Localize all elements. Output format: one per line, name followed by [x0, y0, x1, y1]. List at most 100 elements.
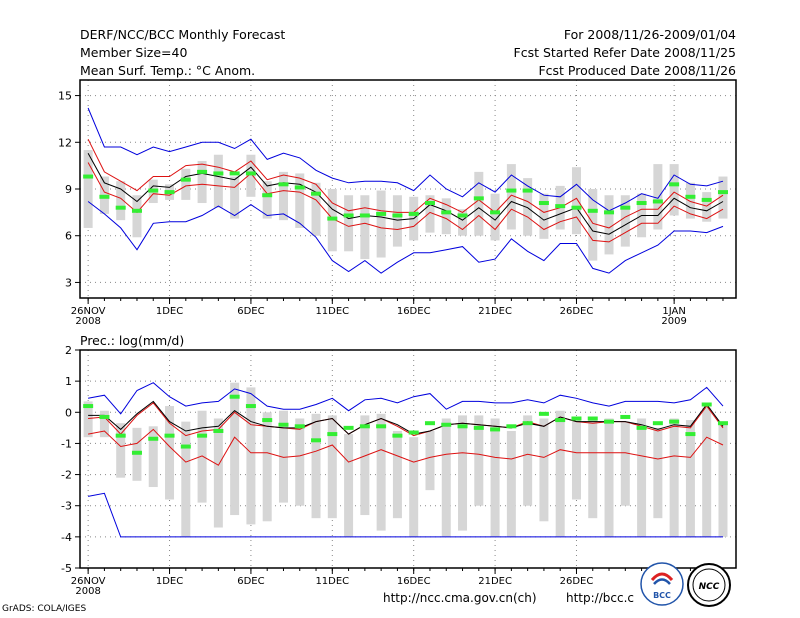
ensemble-mean-line — [87, 152, 724, 235]
median-marker — [392, 433, 403, 438]
ensemble-box — [409, 437, 419, 537]
median-marker — [262, 418, 273, 423]
median-marker — [701, 402, 712, 407]
ensemble-box — [295, 418, 305, 506]
ensemble-box — [506, 164, 516, 230]
ensemble-box — [490, 418, 500, 537]
x-tick-label: 26NOV — [71, 306, 106, 317]
ensemble-box — [718, 424, 728, 537]
ensemble-box — [523, 178, 533, 236]
ensemble-min-line — [88, 492, 723, 538]
bcc-url-link[interactable]: http://bcc.c — [566, 591, 634, 605]
median-marker — [424, 201, 435, 206]
median-marker — [636, 201, 647, 206]
median-marker — [131, 208, 142, 213]
ensemble-box — [669, 418, 679, 537]
forecast-start-date: Fcst Started Refer Date 2008/11/25 — [513, 45, 737, 60]
median-marker — [99, 194, 110, 199]
median-marker — [131, 450, 142, 455]
median-marker — [83, 404, 94, 409]
median-marker — [115, 205, 126, 210]
y-tick-label: 2 — [65, 344, 72, 357]
y-tick-label: -3 — [61, 500, 72, 513]
median-marker — [587, 416, 598, 421]
ensemble-box — [344, 195, 354, 252]
ensemble-box — [604, 195, 614, 255]
median-marker — [311, 438, 322, 443]
median-marker — [148, 188, 159, 193]
y-tick-label: -4 — [61, 531, 72, 544]
x-tick-label: 21DEC — [478, 306, 512, 317]
median-marker — [620, 414, 631, 419]
ncc-logo-text: NCC — [699, 582, 720, 592]
ensemble-box — [588, 189, 598, 261]
ensemble-box — [685, 420, 695, 537]
ensemble-box — [230, 382, 240, 516]
median-marker — [197, 169, 208, 174]
median-marker — [245, 171, 256, 176]
ensemble-box — [327, 415, 337, 519]
x-tick-label: 21DEC — [478, 576, 512, 587]
ensemble-box — [360, 415, 370, 516]
median-marker — [180, 177, 191, 182]
median-marker — [278, 182, 289, 187]
ensemble-box — [99, 410, 109, 438]
ensemble-box — [523, 415, 533, 506]
median-marker — [571, 416, 582, 421]
ensemble-box — [702, 192, 712, 222]
median-marker — [457, 424, 468, 429]
median-marker — [555, 418, 566, 423]
ensemble-box — [506, 430, 516, 537]
median-marker — [262, 193, 273, 198]
median-marker — [604, 210, 615, 215]
median-marker — [490, 210, 501, 215]
ensemble-box — [425, 430, 435, 491]
median-marker — [327, 216, 338, 221]
median-marker — [490, 427, 501, 432]
y-tick-label: 12 — [58, 136, 72, 149]
median-marker — [294, 424, 305, 429]
y-tick-label: -1 — [61, 437, 72, 450]
median-marker — [701, 197, 712, 202]
ensemble-box — [571, 418, 581, 500]
ensemble-box — [392, 195, 402, 247]
ensemble-box — [278, 410, 288, 503]
ensemble-box — [539, 193, 549, 239]
ensemble-box — [148, 426, 158, 488]
ensemble-box — [246, 154, 256, 197]
spread-lower-line — [87, 162, 724, 243]
ensemble-box — [555, 410, 565, 537]
median-marker — [229, 171, 240, 176]
spread-upper-line — [87, 138, 724, 229]
ensemble-box — [669, 164, 679, 216]
x-tick-label: 6DEC — [237, 306, 264, 317]
ensemble-box — [213, 154, 223, 208]
ensemble-box — [702, 407, 712, 537]
x-tick-label: 1JAN — [662, 306, 685, 317]
median-marker — [669, 419, 680, 424]
ensemble-box — [165, 406, 175, 500]
median-marker — [343, 425, 354, 430]
ensemble-box — [620, 195, 630, 247]
ensemble-box — [474, 171, 484, 236]
median-marker — [148, 436, 159, 441]
ensemble-box — [620, 421, 630, 506]
ensemble-box — [181, 421, 191, 537]
ensemble-box — [392, 430, 402, 519]
ensemble-box — [311, 413, 321, 519]
ncc-url-link[interactable]: http://ncc.cma.gov.cn(ch) — [383, 591, 537, 605]
median-marker — [180, 444, 191, 449]
x-tick-year-label: 2008 — [75, 586, 100, 597]
x-tick-label: 26DEC — [560, 306, 594, 317]
ensemble-max-line — [88, 382, 724, 415]
median-marker — [213, 171, 224, 176]
x-tick-label: 6DEC — [237, 576, 264, 587]
ensemble-box — [458, 415, 468, 531]
median-marker — [473, 196, 484, 201]
y-tick-label: 0 — [65, 406, 72, 419]
median-marker — [538, 411, 549, 416]
median-marker — [408, 211, 419, 216]
x-tick-label: 26NOV — [71, 576, 106, 587]
ensemble-box — [230, 176, 240, 219]
